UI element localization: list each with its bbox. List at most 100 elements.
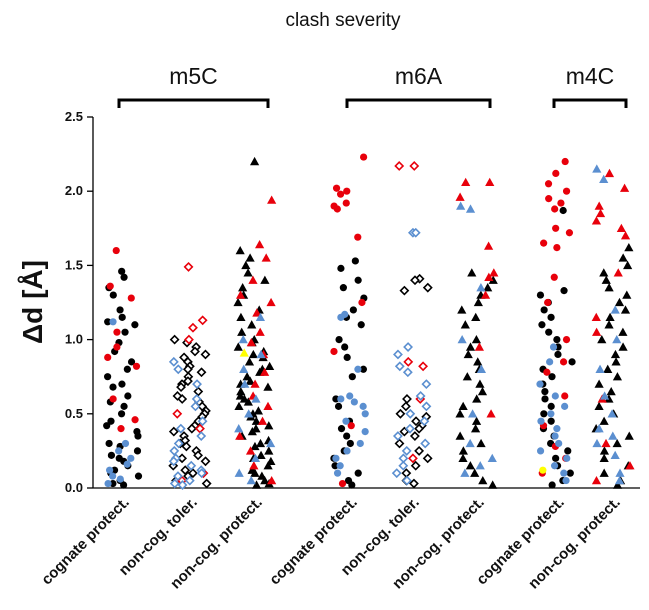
data-point-diamond-open xyxy=(395,408,406,419)
data-point-circle xyxy=(555,439,563,448)
data-point-circle xyxy=(127,454,135,462)
data-point-circle xyxy=(554,350,562,359)
data-point-triangle xyxy=(599,446,610,455)
data-point-circle xyxy=(133,447,142,455)
data-point-circle xyxy=(131,321,139,329)
data-point-circle xyxy=(562,187,571,195)
data-point-triangle xyxy=(260,475,270,485)
data-point-triangle xyxy=(460,468,470,477)
data-point-triangle xyxy=(468,409,478,418)
data-point-triangle xyxy=(251,394,261,403)
data-point-circle xyxy=(553,425,561,433)
data-point-triangle xyxy=(599,174,609,184)
data-point-circle xyxy=(107,417,115,425)
data-point-triangle xyxy=(250,379,260,388)
data-point-triangle xyxy=(256,450,266,460)
data-point-triangle xyxy=(487,453,497,462)
data-point-circle xyxy=(117,425,125,433)
data-point-diamond-open xyxy=(408,478,419,489)
data-point-circle xyxy=(113,328,121,336)
data-point-triangle xyxy=(465,204,476,213)
data-point-triangle xyxy=(484,272,494,281)
data-point-circle xyxy=(550,273,558,281)
data-point-diamond-open xyxy=(177,480,188,490)
y-axis-label: Δd [Å] xyxy=(17,260,48,344)
data-point-diamond-open xyxy=(196,468,207,479)
data-point-triangle xyxy=(606,386,616,396)
data-point-triangle xyxy=(601,438,611,448)
data-point-diamond-open xyxy=(177,394,188,404)
y-tick-label: 2.5 xyxy=(65,109,83,124)
data-point-circle xyxy=(544,298,552,307)
data-point-diamond-open xyxy=(394,438,405,449)
data-point-diamond-open xyxy=(399,285,410,296)
data-point-diamond-open xyxy=(391,468,402,479)
data-point-circle xyxy=(348,373,356,381)
data-point-circle xyxy=(116,306,124,314)
data-point-diamond-open xyxy=(407,453,418,464)
data-point-triangle xyxy=(455,192,465,201)
data-point-triangle xyxy=(484,241,494,250)
data-point-circle xyxy=(541,395,549,403)
data-point-circle xyxy=(118,380,126,388)
data-point-circle xyxy=(562,476,570,485)
data-point-circle xyxy=(350,398,358,406)
data-point-triangle xyxy=(238,283,248,292)
data-point-diamond-open xyxy=(402,367,413,378)
data-point-triangle xyxy=(234,468,244,477)
data-point-circle xyxy=(123,365,131,373)
data-point-diamond-open xyxy=(197,315,208,326)
data-point-circle xyxy=(346,392,354,400)
data-point-triangle xyxy=(265,361,275,370)
data-point-circle xyxy=(545,195,553,203)
data-point-diamond-open xyxy=(175,423,186,434)
chart-title: clash severity xyxy=(285,10,401,31)
data-point-circle xyxy=(127,294,135,302)
data-point-triangle xyxy=(245,446,256,455)
group-bracket xyxy=(552,98,628,108)
data-point-triangle xyxy=(477,386,488,396)
data-point-triangle xyxy=(463,349,473,359)
data-point-circle xyxy=(109,291,117,299)
data-point-circle xyxy=(120,273,128,281)
data-point-diamond-open xyxy=(401,445,412,456)
data-point-triangle xyxy=(603,364,613,373)
data-point-circle xyxy=(342,199,350,207)
data-point-triangle xyxy=(613,268,623,277)
data-point-circle xyxy=(536,291,545,299)
data-point-triangle xyxy=(255,438,266,448)
data-point-triangle xyxy=(488,480,498,489)
data-point-triangle xyxy=(243,268,253,277)
data-point-triangle xyxy=(256,349,266,359)
data-point-circle xyxy=(351,257,359,265)
data-point-triangle xyxy=(604,320,614,329)
data-point-triangle xyxy=(458,401,468,411)
data-point-triangle xyxy=(591,312,601,322)
data-point-circle xyxy=(121,328,129,336)
data-point-circle xyxy=(361,410,369,418)
data-point-circle xyxy=(564,447,572,455)
data-point-triangle xyxy=(235,431,245,440)
data-point-triangle xyxy=(471,335,482,344)
data-point-diamond-open xyxy=(168,456,179,467)
data-point-circle xyxy=(559,358,568,366)
data-point-circle xyxy=(113,343,121,351)
data-point-triangle xyxy=(473,357,483,366)
data-point-circle xyxy=(359,365,368,373)
data-point-circle xyxy=(332,184,341,192)
data-point-circle xyxy=(544,180,553,188)
data-point-triangle xyxy=(476,283,486,292)
data-point-diamond-open xyxy=(192,379,202,390)
data-point-diamond-open xyxy=(168,356,179,367)
data-point-diamond-open xyxy=(200,349,211,360)
data-point-circle xyxy=(336,462,344,470)
data-point-triangle xyxy=(264,421,274,430)
data-point-diamond-open xyxy=(394,361,405,372)
data-point-triangle xyxy=(246,475,256,485)
data-point-diamond-open xyxy=(405,423,415,434)
data-point-triangle xyxy=(623,260,633,270)
data-point-circle xyxy=(547,313,555,321)
group-label: m6A xyxy=(395,63,443,89)
data-point-circle xyxy=(333,469,342,477)
data-point-triangle xyxy=(612,480,623,489)
